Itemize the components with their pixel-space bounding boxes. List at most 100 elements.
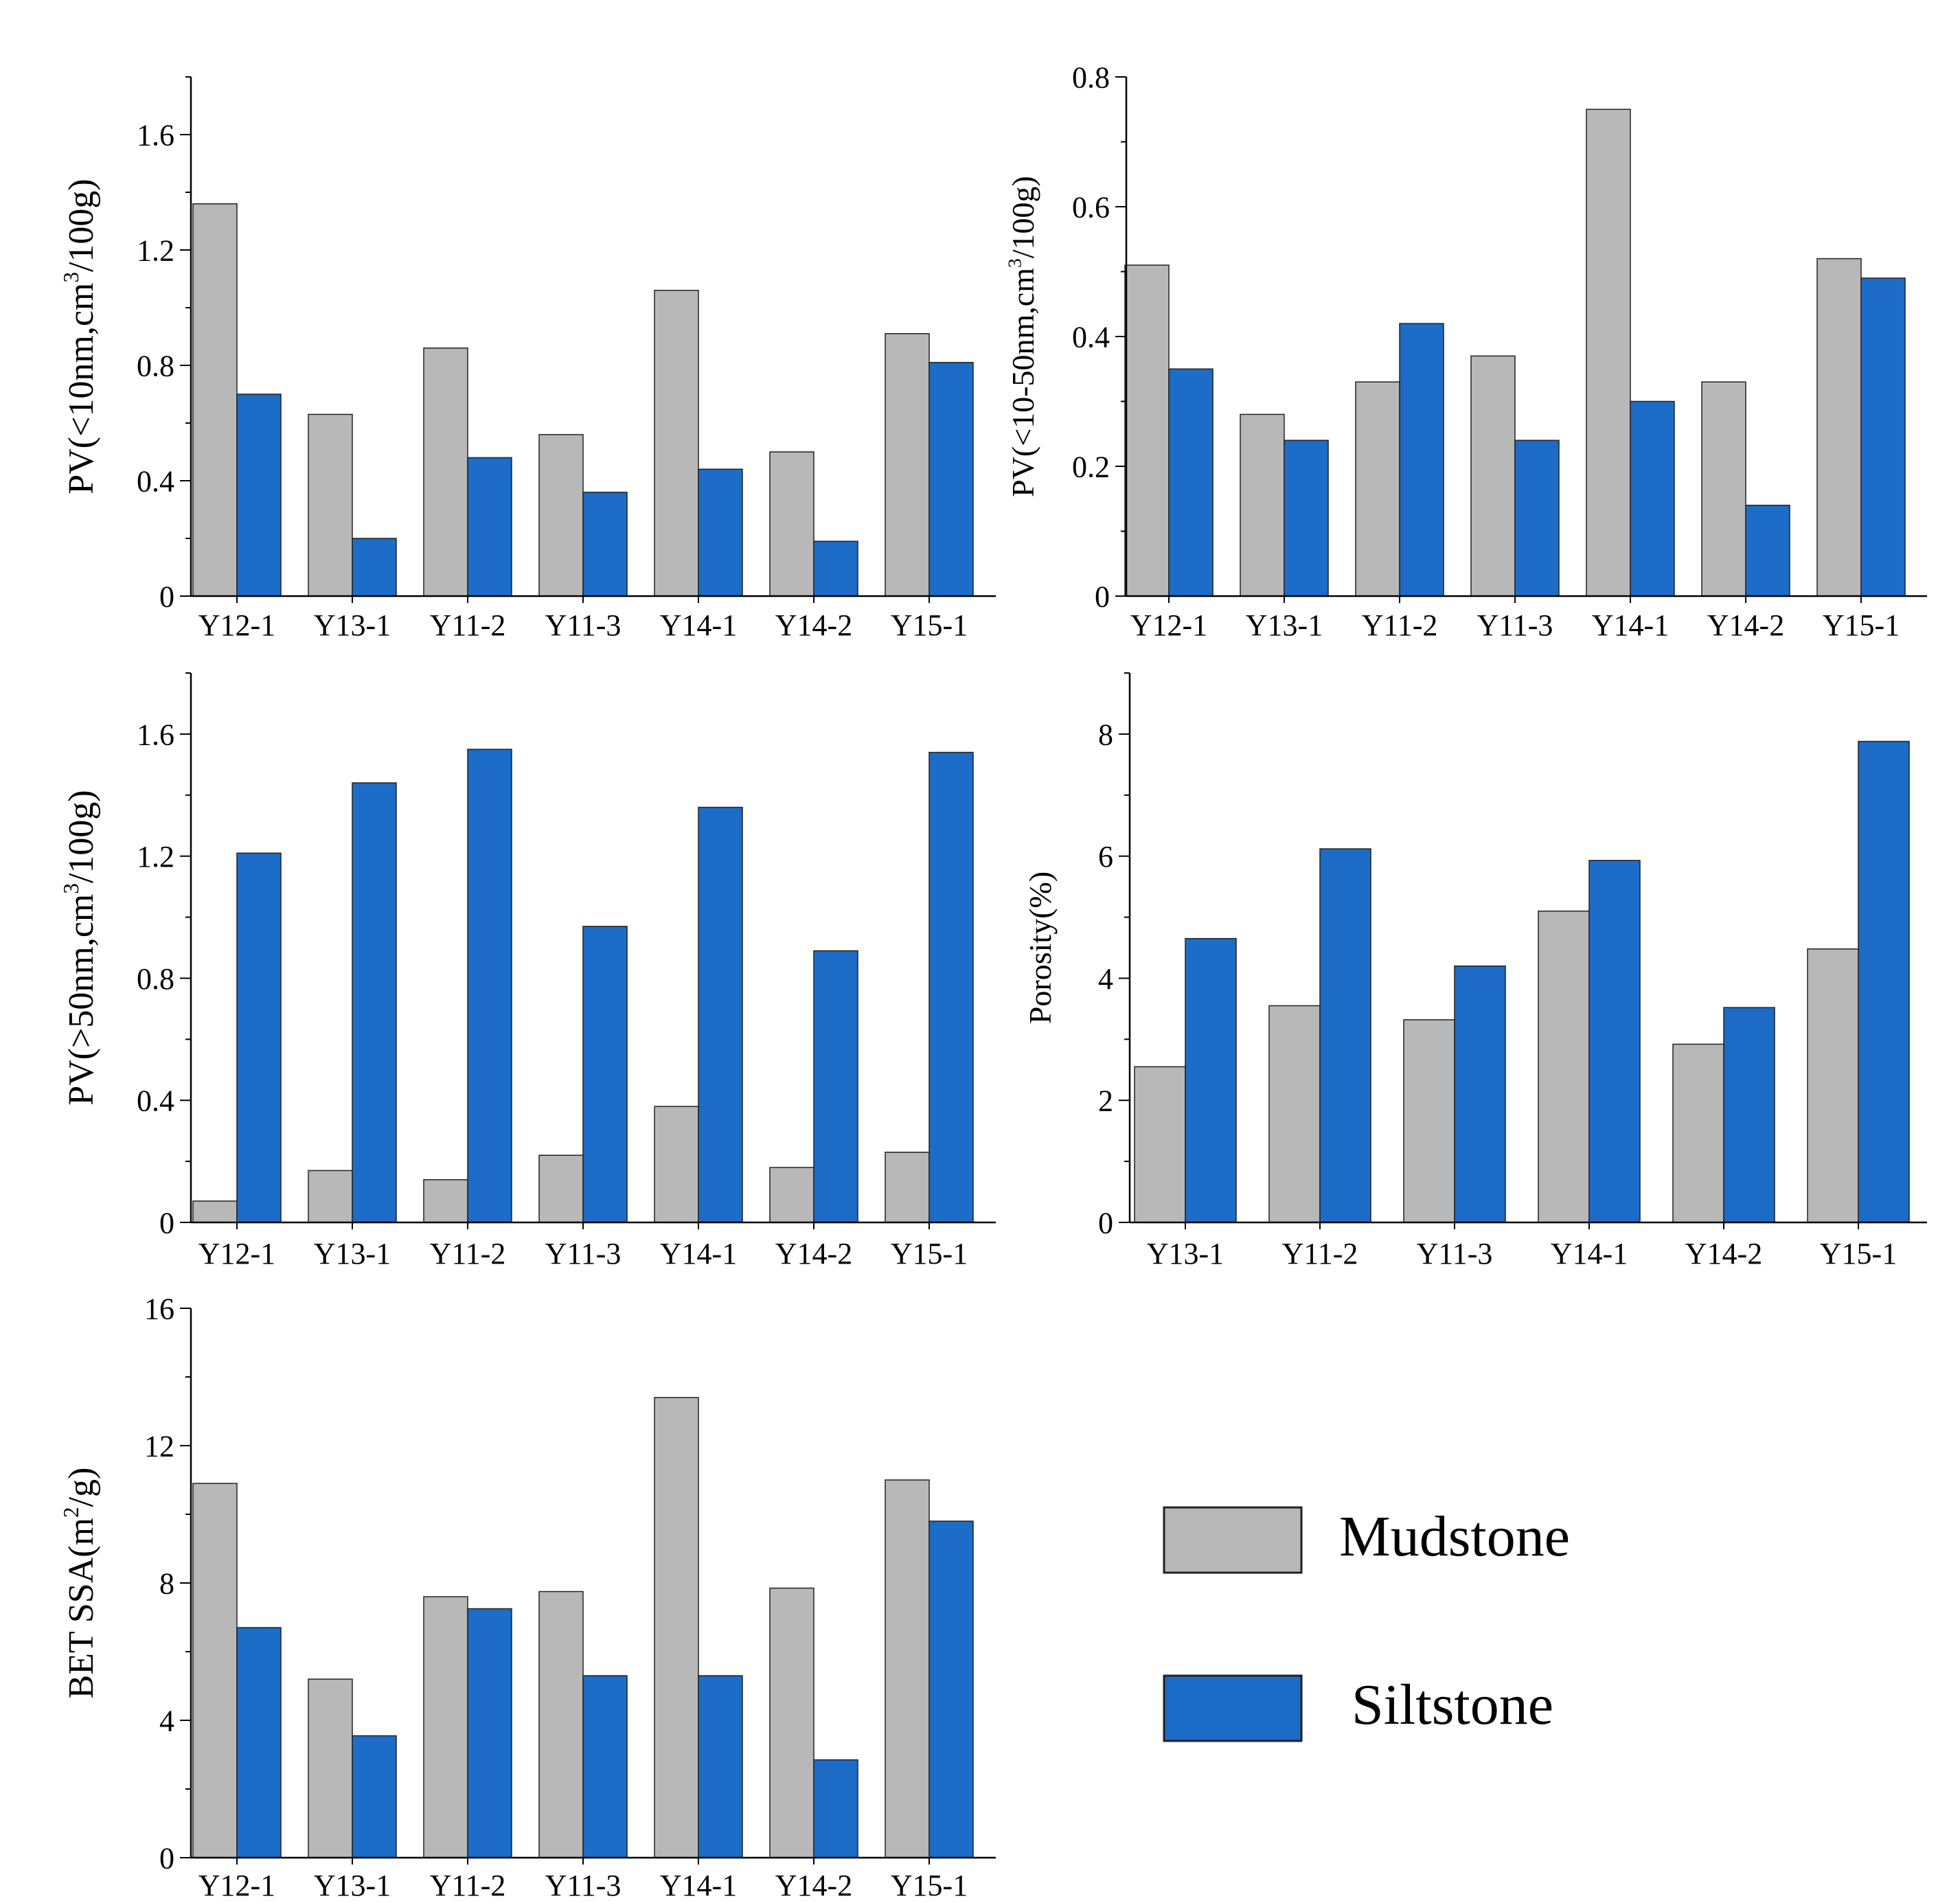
bar-mudstone-y14-2: [769, 451, 814, 597]
bar-siltstone-y13-1: [352, 782, 397, 1223]
bar-mudstone-y15-1: [1807, 948, 1859, 1223]
y-tick-label: 0: [1095, 580, 1110, 613]
bar-siltstone-y11-2: [467, 1608, 512, 1858]
y-axis-title-suffix: /100g): [62, 179, 101, 272]
bar-mudstone-y13-1: [308, 1170, 353, 1223]
x-tick-label: Y11-3: [545, 1869, 622, 1902]
bar-mudstone-y15-1: [1816, 258, 1862, 597]
y-tick-label: 0.8: [137, 349, 174, 383]
x-tick-label: Y11-2: [430, 1237, 506, 1270]
y-tick-label: 4: [159, 1704, 174, 1737]
bar-mudstone-y11-2: [1355, 381, 1400, 597]
bar-mudstone-y13-1: [308, 413, 353, 597]
bar-mudstone-y14-2: [769, 1167, 814, 1223]
y-axis-title-suffix: /100g): [1005, 176, 1040, 258]
bar-mudstone-y14-2: [769, 1587, 814, 1858]
x-tick-label: Y11-2: [1362, 608, 1438, 642]
y-axis-title: PV(<10nm,cm3/100g): [59, 179, 101, 494]
bar-siltstone-y11-2: [467, 457, 512, 597]
x-tick-label: Y14-1: [660, 608, 737, 642]
bar-siltstone-y11-3: [1514, 440, 1560, 597]
y-tick-label: 1.2: [137, 233, 174, 267]
bar-mudstone-y14-1: [654, 1397, 699, 1858]
bar-mudstone-y14-1: [654, 290, 699, 597]
x-tick-label: Y11-2: [430, 1869, 506, 1902]
y-tick-label: 12: [144, 1429, 174, 1463]
x-tick-label: Y12-1: [198, 1869, 275, 1902]
y-tick-label: 0: [1098, 1206, 1113, 1240]
bar-siltstone-y11-3: [1454, 965, 1506, 1223]
y-tick-label: 6: [1098, 840, 1113, 874]
bar-mudstone-y12-1: [1124, 264, 1170, 597]
x-tick-label: Y14-1: [1592, 608, 1669, 642]
x-tick-label: Y11-3: [545, 1237, 622, 1270]
bar-siltstone-y11-3: [582, 492, 628, 597]
bar-siltstone-y14-2: [813, 950, 858, 1223]
bar-siltstone-y13-1: [352, 538, 397, 597]
bar-siltstone-y15-1: [928, 1520, 974, 1858]
x-tick-label: Y13-1: [314, 608, 391, 642]
y-tick-label: 0.4: [1072, 320, 1110, 354]
bar-siltstone-y13-1: [1185, 937, 1237, 1223]
x-tick-label: Y11-2: [430, 608, 506, 642]
bar-mudstone-y11-2: [423, 347, 468, 597]
legend: Mudstone Siltstone: [1163, 1505, 1570, 1742]
chart-1: Y12-1 Y13-1 Y11-2 Y11-3 Y14-1 Y14-2 Y15-1 0 0.4 0…: [59, 76, 996, 642]
bar-mudstone-y11-3: [538, 434, 584, 597]
x-tick-label: Y11-3: [1417, 1237, 1493, 1270]
bar-mudstone-y11-2: [423, 1596, 468, 1858]
bar-siltstone-y15-1: [928, 362, 974, 597]
x-tick-label: Y12-1: [198, 1237, 275, 1270]
bar-siltstone-y14-1: [1588, 860, 1641, 1223]
bar-siltstone-y13-1: [352, 1735, 397, 1858]
x-tick-label: Y11-3: [1477, 608, 1553, 642]
x-tick-label: Y13-1: [314, 1869, 391, 1902]
bar-mudstone-y13-1: [1240, 413, 1285, 597]
x-tick-label: Y14-1: [660, 1237, 737, 1270]
bar-mudstone-y14-1: [1586, 109, 1631, 597]
y-axis-title-main: PV(<10-50nm,cm: [1005, 268, 1040, 497]
chart-3: Y12-1 Y13-1 Y11-2 Y11-3 Y14-1 Y14-2 Y15-1 0 0.4 0…: [59, 672, 996, 1270]
y-tick-label: 0.4: [137, 464, 174, 498]
y-tick-label: 0.8: [137, 962, 174, 996]
y-axis-title-superscript: 3: [59, 272, 83, 283]
x-tick-label: Y15-1: [1820, 1237, 1897, 1270]
bar-mudstone-y12-1: [192, 1483, 238, 1858]
bar-siltstone-y11-3: [582, 1675, 628, 1858]
y-axis-title-main: BET SSA(m: [62, 1518, 101, 1698]
y-tick-label: 4: [1098, 962, 1113, 996]
bar-siltstone-y11-2: [1319, 848, 1371, 1223]
bar-siltstone-y12-1: [236, 1627, 282, 1858]
bar-siltstone-y14-1: [698, 1675, 743, 1858]
bar-siltstone-y13-1: [1284, 440, 1329, 597]
y-tick-label: 1.2: [137, 840, 174, 874]
bar-siltstone-y14-2: [813, 540, 858, 597]
legend-swatch-mudstone: [1163, 1506, 1303, 1574]
x-tick-label: Y14-2: [1685, 1237, 1762, 1270]
y-tick-label: 0.6: [1072, 190, 1110, 224]
y-axis-title: Porosity(%): [1023, 871, 1058, 1024]
bar-mudstone-y12-1: [192, 203, 238, 597]
x-tick-label: Y14-2: [775, 608, 852, 642]
chart-2: Y12-1 Y13-1 Y11-2 Y11-3 Y14-1 Y14-2 Y15-1 0 0.2 0…: [1004, 60, 1927, 642]
bar-siltstone-y12-1: [1168, 368, 1213, 597]
bar-siltstone-y15-1: [928, 751, 974, 1223]
bar-siltstone-y11-2: [1399, 323, 1444, 597]
bar-mudstone-y13-1: [1134, 1066, 1186, 1223]
bar-mudstone-y11-3: [538, 1591, 584, 1858]
x-tick-label: Y13-1: [1147, 1237, 1224, 1270]
x-tick-label: Y12-1: [1130, 608, 1207, 642]
x-tick-label: Y15-1: [891, 608, 968, 642]
bar-mudstone-y15-1: [885, 333, 930, 597]
x-tick-label: Y12-1: [198, 608, 275, 642]
bar-mudstone-y11-3: [538, 1154, 584, 1223]
y-tick-label: 1.6: [137, 118, 174, 152]
y-tick-label: 2: [1098, 1084, 1113, 1118]
y-axis-title: BET SSA(m2/g): [59, 1468, 101, 1699]
bar-siltstone-y12-1: [236, 852, 282, 1223]
bar-siltstone-y12-1: [236, 394, 282, 597]
x-tick-label: Y11-2: [1282, 1237, 1358, 1270]
bar-siltstone-y14-1: [698, 806, 743, 1223]
bar-mudstone-y14-2: [1701, 381, 1746, 597]
